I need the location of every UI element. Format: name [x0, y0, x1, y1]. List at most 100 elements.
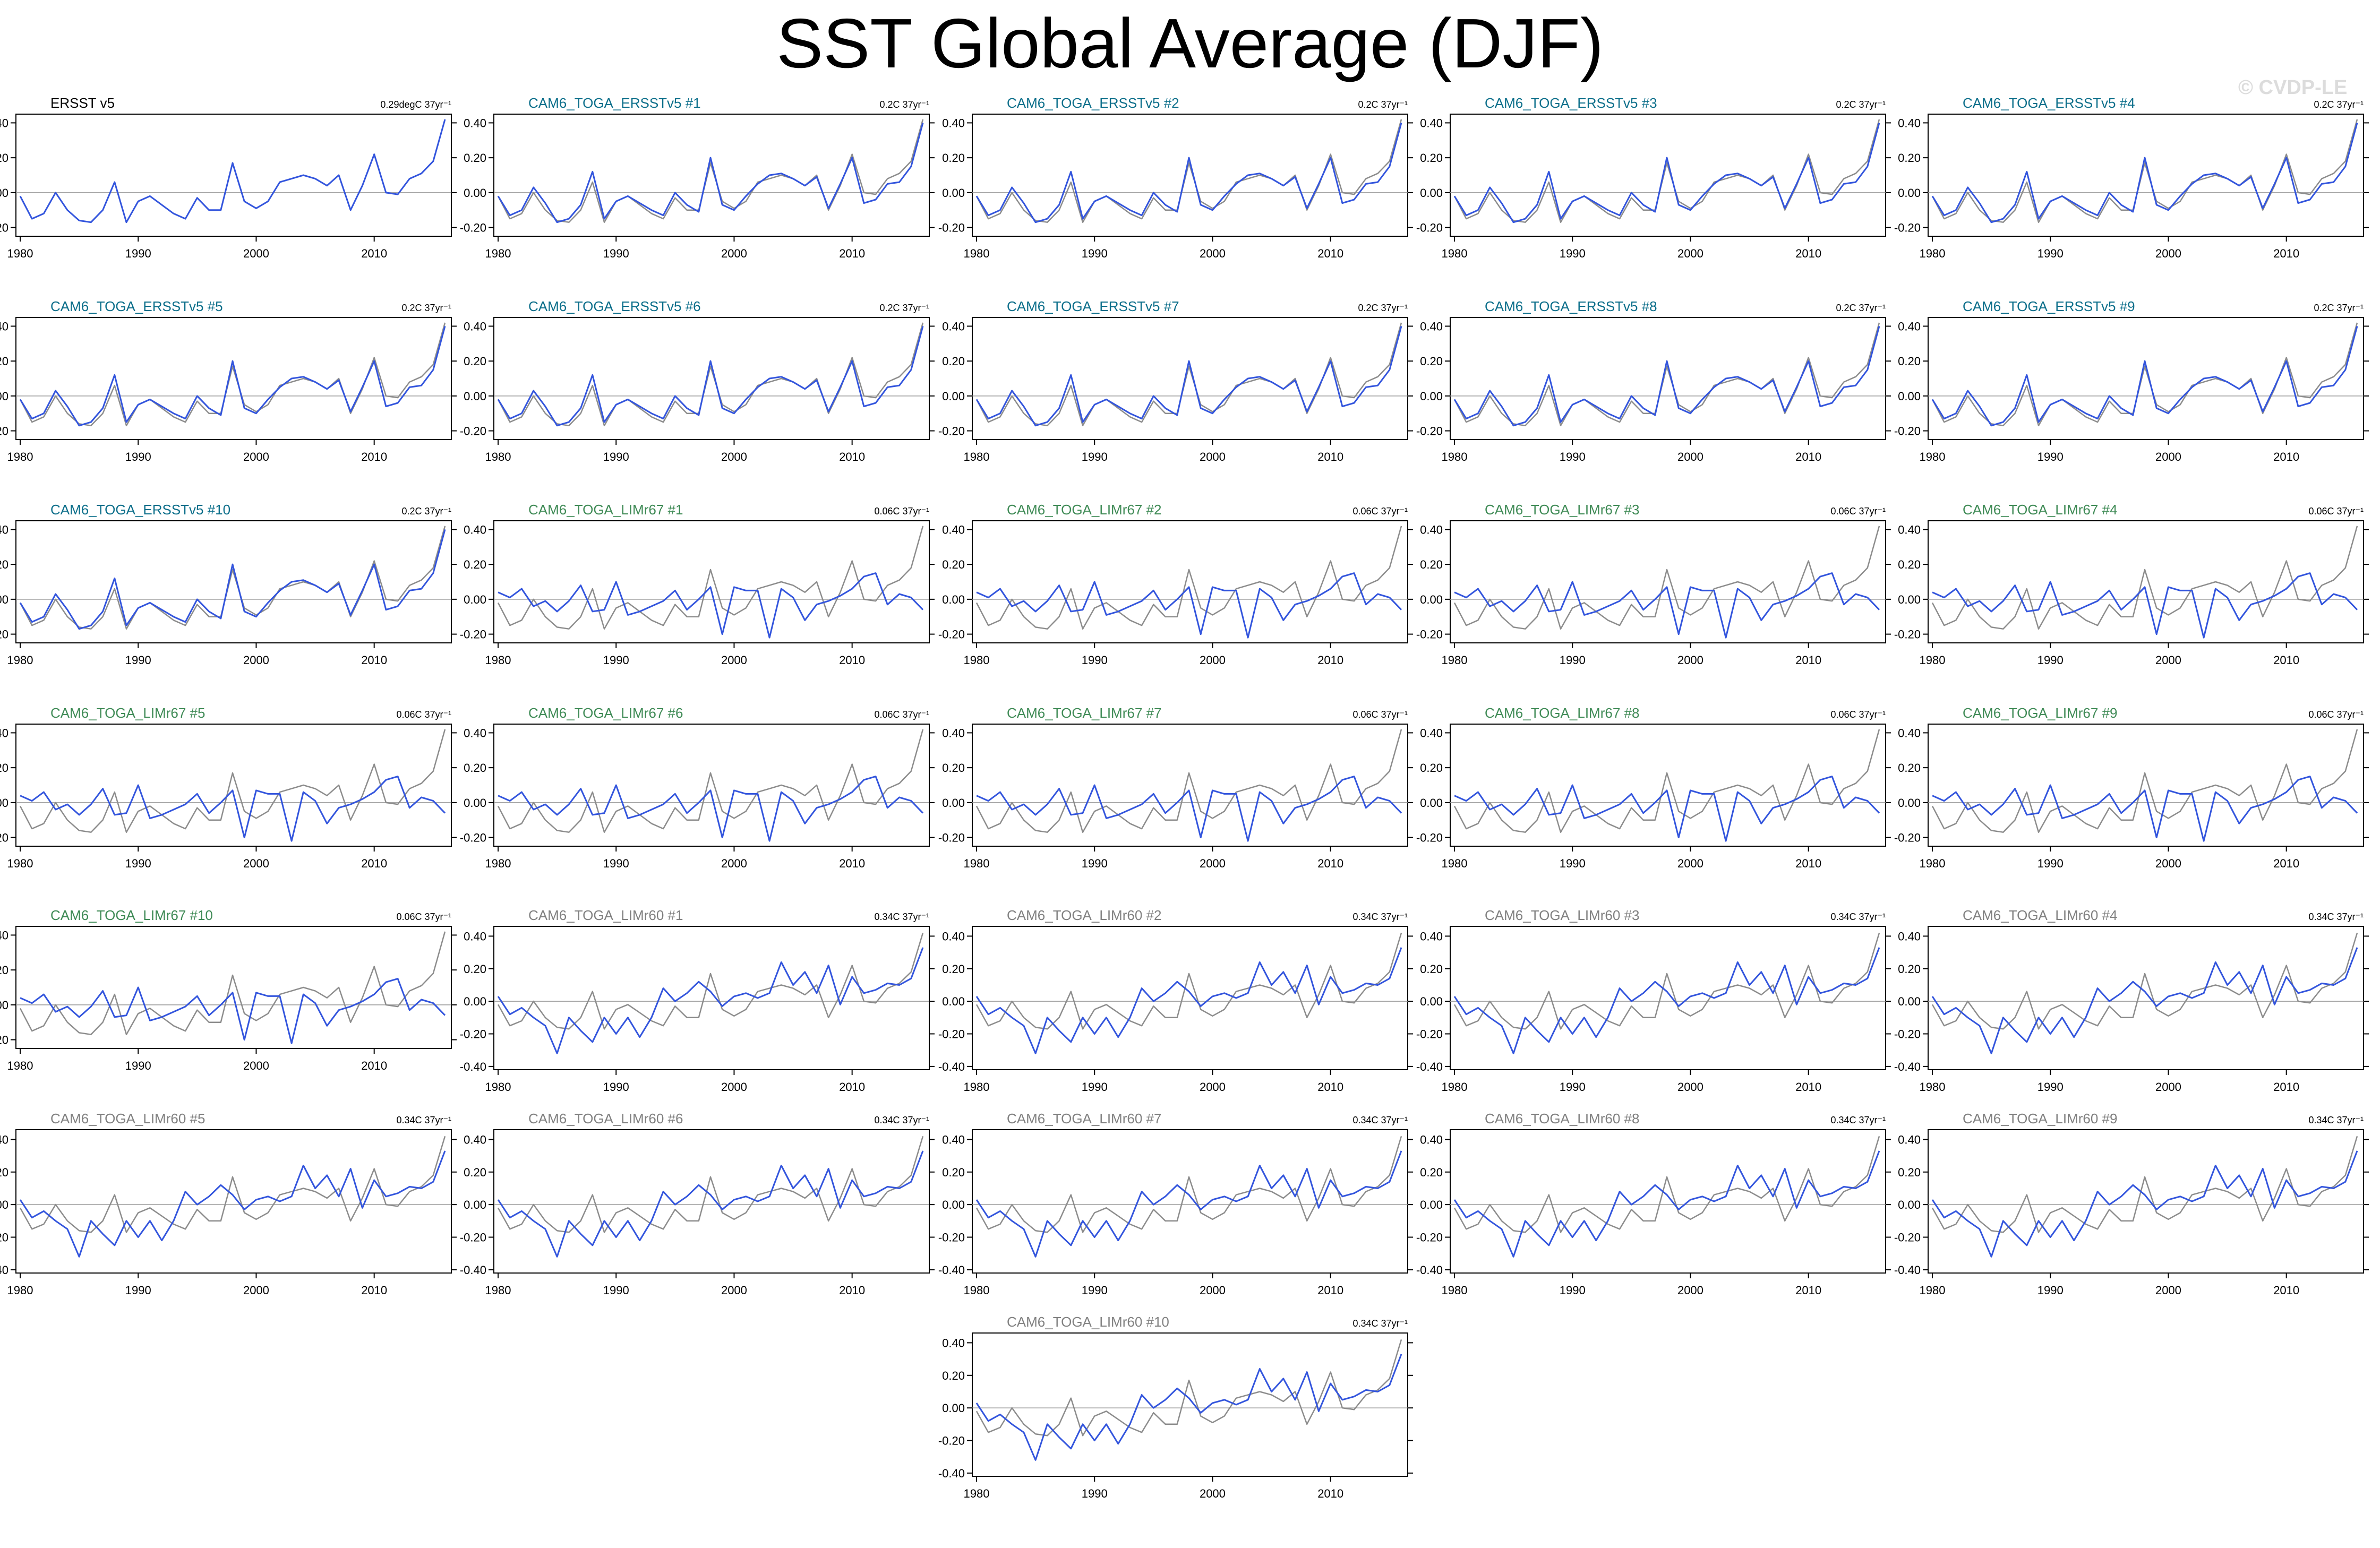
trend-label: 0.34C 37yr⁻¹: [1352, 911, 1408, 922]
y-tick-label: 0.00: [1420, 995, 1443, 1008]
plot-frame: [1450, 317, 1886, 440]
y-tick-label: -0.40: [460, 1060, 486, 1073]
panel-title: CAM6_TOGA_LIMr67 #8: [1485, 705, 1639, 721]
y-tick-label: -0.20: [0, 831, 8, 845]
y-tick-label: 0.20: [1898, 761, 1921, 775]
series-line-member: [19, 529, 446, 630]
panel-title: CAM6_TOGA_ERSSTv5 #3: [1485, 95, 1657, 111]
trend-label: 0.06C 37yr⁻¹: [1352, 506, 1408, 517]
x-tick-label: 2010: [1795, 450, 1821, 463]
y-tick-label: 0.40: [0, 726, 8, 739]
y-tick-label: -0.40: [1416, 1263, 1443, 1277]
x-tick-label: 1990: [1560, 247, 1586, 260]
y-tick-label: 0.20: [942, 1369, 965, 1382]
series-line-member: [975, 326, 1402, 427]
x-tick-label: 2010: [839, 653, 865, 667]
x-tick-label: 1980: [1442, 247, 1468, 260]
plot-frame: [972, 724, 1408, 847]
series-line-member: [498, 572, 924, 639]
x-tick-label: 1990: [603, 1284, 629, 1297]
panel-title: CAM6_TOGA_LIMr67 #7: [1007, 705, 1161, 721]
x-tick-label: 2000: [721, 653, 747, 667]
panel-title: CAM6_TOGA_LIMr67 #10: [50, 907, 213, 923]
y-tick-label: 0.20: [0, 151, 8, 165]
trend-label: 0.06C 37yr⁻¹: [2308, 709, 2364, 720]
y-tick-label: 0.00: [942, 390, 965, 403]
x-tick-label: 2010: [1317, 1080, 1343, 1094]
series-line-ersst-reference: [975, 526, 1402, 630]
y-tick-label: 0.20: [942, 761, 965, 775]
panel-title: CAM6_TOGA_LIMr60 #10: [1007, 1314, 1169, 1330]
page-title: SST Global Average (DJF): [776, 4, 1604, 82]
plot-frame: [15, 1129, 452, 1274]
trend-label: 0.06C 37yr⁻¹: [396, 709, 451, 720]
plot-frame: [15, 724, 452, 847]
series-line-member: [1454, 572, 1880, 639]
y-tick-label: 0.20: [464, 355, 486, 368]
x-tick-label: 2000: [1677, 247, 1703, 260]
trend-label: 0.34C 37yr⁻¹: [1352, 1115, 1408, 1125]
y-tick-label: 0.20: [942, 558, 965, 571]
x-tick-label: 2000: [1677, 450, 1703, 463]
x-tick-label: 2010: [361, 1284, 387, 1297]
x-tick-label: 2010: [839, 247, 865, 260]
y-tick-label: 0.00: [464, 186, 486, 200]
x-tick-label: 1980: [964, 1487, 990, 1500]
y-tick-label: 0.40: [1420, 116, 1443, 130]
series-line-ersst-reference: [1453, 1136, 1880, 1233]
x-tick-label: 2010: [361, 450, 387, 463]
trend-label: 0.2C 37yr⁻¹: [1358, 303, 1408, 313]
y-tick-label: 0.00: [1420, 593, 1443, 606]
x-tick-label: 1990: [603, 1080, 629, 1094]
series-line-ersst-reference: [1453, 119, 1880, 223]
trend-label: 0.34C 37yr⁻¹: [874, 911, 929, 922]
panel-title: CAM6_TOGA_ERSSTv5 #4: [1963, 95, 2135, 111]
trend-label: 0.2C 37yr⁻¹: [879, 303, 929, 313]
x-tick-label: 1990: [1082, 1487, 1108, 1500]
series-line-member: [1454, 776, 1880, 842]
series-line-ersst-reference: [975, 1339, 1402, 1437]
x-tick-label: 1990: [125, 450, 151, 463]
y-tick-label: -0.20: [460, 628, 486, 641]
plot-frame: [1450, 926, 1886, 1070]
y-tick-label: -0.40: [938, 1467, 965, 1480]
plot-frame: [1928, 926, 2364, 1070]
series-line-member: [20, 776, 446, 842]
panel-title: CAM6_TOGA_ERSSTv5 #8: [1485, 298, 1657, 314]
x-tick-label: 1980: [964, 450, 990, 463]
plot-frame: [493, 114, 930, 237]
y-tick-label: 0.20: [464, 962, 486, 976]
plot-frame: [972, 317, 1408, 440]
x-tick-label: 1980: [964, 1080, 990, 1094]
y-tick-label: -0.40: [460, 1263, 486, 1277]
panel-title: CAM6_TOGA_LIMr60 #9: [1963, 1111, 2117, 1126]
x-tick-label: 1980: [485, 857, 511, 870]
series-line-ersst-reference: [1453, 322, 1880, 426]
y-tick-label: 0.40: [942, 1336, 965, 1349]
y-tick-label: -0.20: [0, 425, 8, 438]
plot-frame: [1928, 317, 2364, 440]
x-tick-label: 1980: [7, 857, 33, 870]
trend-label: 0.2C 37yr⁻¹: [1836, 303, 1886, 313]
y-tick-label: 0.20: [1898, 962, 1921, 976]
plot-frame: [1450, 114, 1886, 237]
panel-title: CAM6_TOGA_LIMr60 #5: [50, 1111, 205, 1126]
y-tick-label: 0.40: [464, 930, 486, 943]
y-tick-label: 0.00: [1898, 186, 1921, 200]
y-tick-label: 0.40: [1420, 1133, 1443, 1146]
x-tick-label: 2000: [2155, 1080, 2181, 1094]
x-tick-label: 1990: [2037, 1284, 2064, 1297]
y-tick-label: 0.00: [464, 995, 486, 1008]
trend-label: 0.2C 37yr⁻¹: [1836, 99, 1886, 110]
x-tick-label: 2000: [2155, 653, 2181, 667]
x-tick-label: 2010: [839, 857, 865, 870]
y-tick-label: 0.40: [464, 1133, 486, 1146]
x-tick-label: 2010: [839, 1080, 865, 1094]
panel-title: ERSST v5: [50, 95, 115, 111]
x-tick-label: 2000: [1200, 857, 1226, 870]
y-tick-label: 0.00: [942, 1401, 965, 1415]
x-tick-label: 1990: [603, 653, 629, 667]
y-tick-label: -0.20: [0, 1231, 8, 1244]
x-tick-label: 1990: [603, 450, 629, 463]
x-tick-label: 2010: [1795, 247, 1821, 260]
